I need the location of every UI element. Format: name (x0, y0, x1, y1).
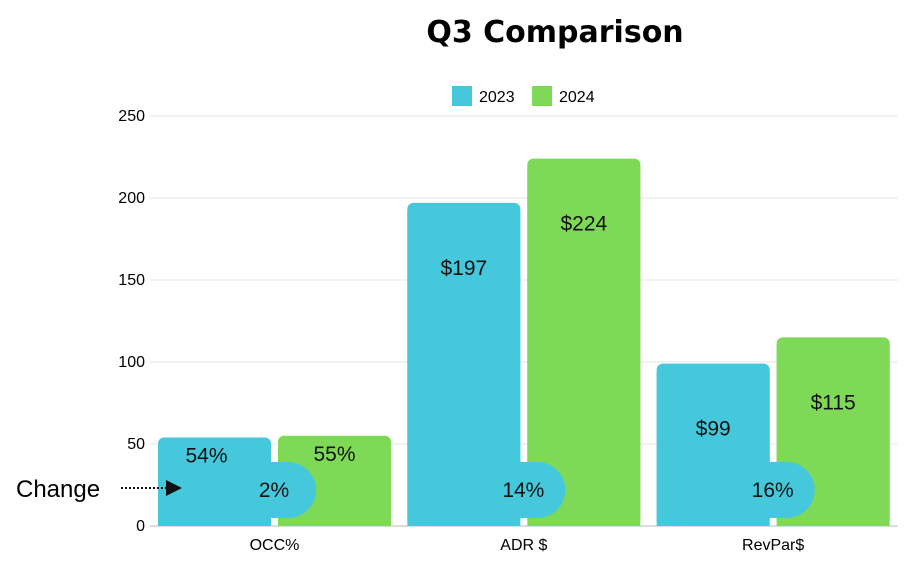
bar-value-label: 54% (185, 444, 227, 467)
bar-value-label: $99 (696, 418, 731, 441)
bar-value-label: $197 (440, 257, 487, 280)
y-tick-label: 150 (118, 272, 145, 289)
change-label: 2% (259, 479, 289, 502)
bar-value-label: $115 (811, 391, 856, 414)
change-annotation: Change (16, 476, 182, 503)
bar-value-label: 55% (313, 443, 355, 466)
change-bubble (477, 462, 566, 518)
legend-swatch-2023 (452, 86, 472, 106)
chart-title: Q3 Comparison (426, 15, 683, 50)
y-tick-label: 50 (127, 436, 145, 453)
y-tick-label: 200 (118, 190, 145, 207)
change-label: 14% (502, 479, 544, 502)
x-tick-label: RevPar$ (742, 537, 804, 554)
change-annotation-label: Change (16, 476, 100, 503)
gridlines (150, 115, 898, 527)
x-tick-label: OCC% (250, 537, 300, 554)
change-bubbles: 2% 14% 16% (258, 462, 815, 518)
legend-swatch-2024 (532, 86, 552, 106)
legend: 2023 2024 (452, 86, 595, 106)
change-label: 16% (752, 479, 794, 502)
legend-label-2024: 2024 (559, 89, 595, 106)
bar-value-label: $224 (560, 213, 607, 236)
y-tick-label: 100 (118, 354, 145, 371)
change-bubble (726, 462, 815, 518)
y-tick-label: 0 (136, 518, 145, 535)
x-tick-label: ADR $ (500, 537, 547, 554)
y-axis-ticks: 0 50 100 150 200 250 (118, 108, 145, 535)
change-bubble (258, 462, 316, 518)
legend-label-2023: 2023 (479, 89, 515, 106)
y-tick-label: 250 (118, 108, 145, 125)
x-axis-ticks: OCC% ADR $ RevPar$ (250, 537, 805, 554)
